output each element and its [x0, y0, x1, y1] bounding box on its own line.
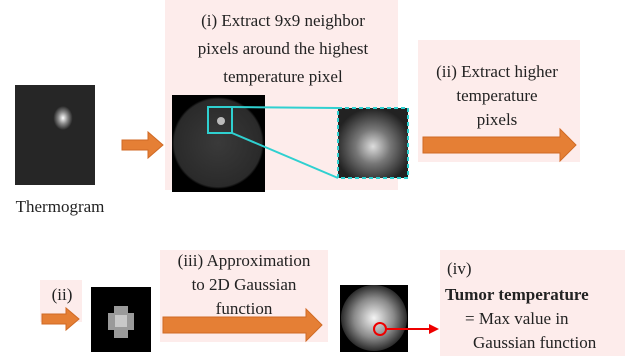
step-text: temperature: [456, 86, 537, 105]
step-text: = Max value in: [465, 309, 569, 328]
pointer-head: [429, 324, 439, 334]
step-text: pixels around the highest: [198, 39, 369, 58]
thermogram-label: Thermogram: [16, 197, 105, 216]
image: [341, 285, 407, 351]
step-text: to 2D Gaussian: [192, 275, 297, 294]
step-text: (ii) Extract higher: [436, 62, 558, 81]
step-text: (i) Extract 9x9 neighbor: [201, 11, 365, 30]
step-text: temperature pixel: [223, 67, 343, 86]
connector: [232, 107, 338, 108]
image: [115, 315, 127, 327]
image: [217, 117, 225, 125]
step-text: Tumor temperature: [445, 285, 589, 304]
image: [172, 97, 264, 189]
step-text: (iv): [447, 259, 472, 278]
step-text: function: [216, 299, 273, 318]
arrow: [122, 132, 163, 158]
zoom-image: [338, 108, 408, 178]
step-text: pixels: [477, 110, 518, 129]
diagram: Thermogram (i) Extract 9x9 neighbor pixe…: [0, 0, 628, 358]
step-text: Gaussian function: [473, 333, 597, 352]
step-text: (ii): [52, 285, 73, 304]
step-text: (iii) Approximation: [178, 251, 311, 270]
thermogram-image: [15, 85, 95, 185]
